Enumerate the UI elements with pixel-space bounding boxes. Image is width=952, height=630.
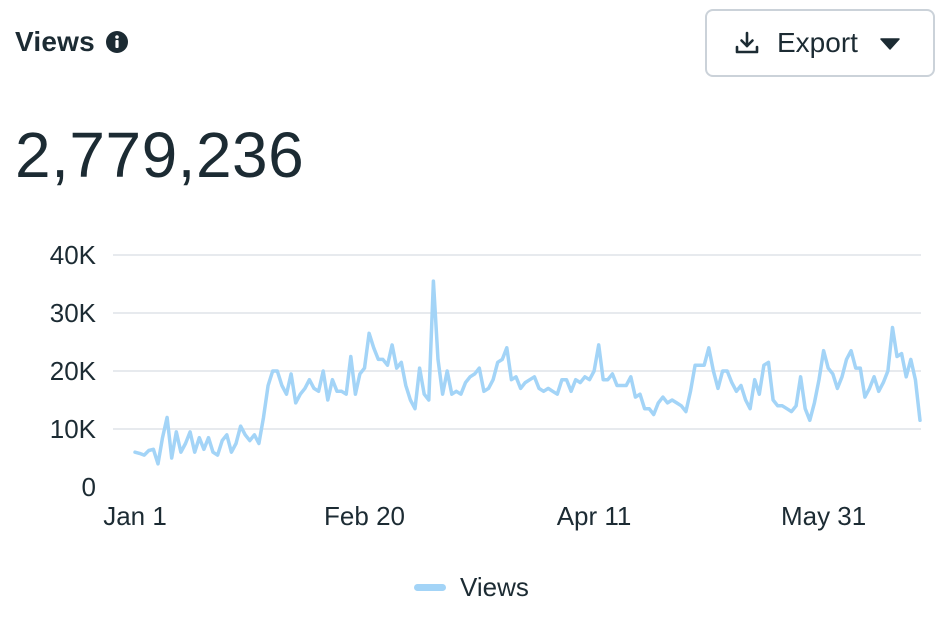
x-tick-label: Apr 11 (557, 501, 632, 531)
legend-label: Views (460, 572, 529, 602)
x-tick-label: May 31 (781, 501, 866, 531)
y-tick-label: 20K (50, 356, 97, 386)
y-tick-label: 0 (82, 472, 96, 502)
chart-title: Views (15, 26, 95, 57)
series-line-views[interactable] (133, 279, 922, 466)
x-tick-label: Jan 1 (103, 501, 167, 531)
y-tick-label: 10K (50, 414, 97, 444)
info-circle-icon[interactable] (105, 30, 129, 54)
y-tick-label: 30K (50, 298, 97, 328)
export-button[interactable]: Export (705, 9, 935, 77)
chart-legend: Views (414, 572, 529, 603)
y-tick-label: 40K (50, 240, 97, 270)
export-label: Export (777, 27, 858, 58)
views-line-chart: 0 10K 20K 30K 40K Jan 1 Feb 20 Apr 11 May 31 (50, 240, 922, 531)
legend-swatch (414, 584, 446, 591)
chart-header: Views (15, 26, 129, 58)
x-tick-label: Feb 20 (324, 501, 405, 531)
download-icon (733, 29, 761, 57)
total-views-value: 2,779,236 (15, 119, 305, 191)
caret-down-icon (880, 37, 900, 50)
